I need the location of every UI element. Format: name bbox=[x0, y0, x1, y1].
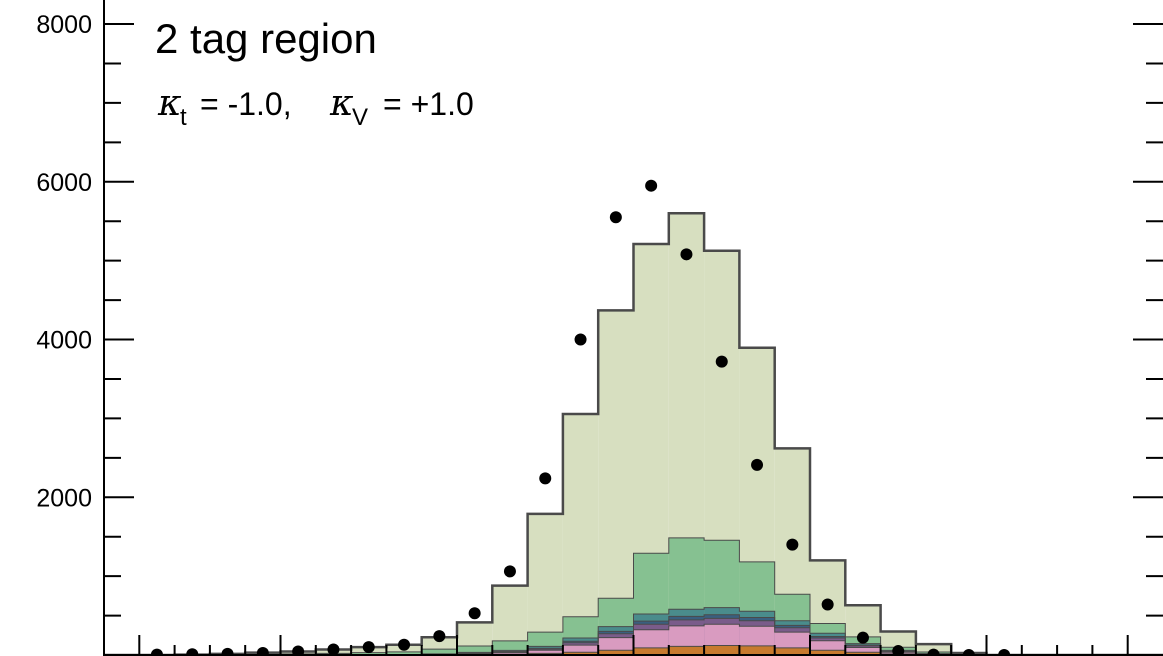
data-point-12 bbox=[574, 333, 587, 346]
data-point-21 bbox=[892, 645, 905, 656]
data-point-15 bbox=[680, 248, 693, 261]
data-point-11 bbox=[539, 472, 552, 485]
data-point-8 bbox=[433, 630, 446, 643]
ticks bbox=[104, 23, 1163, 656]
kappa-v-value: = +1.0 bbox=[383, 86, 474, 122]
data-point-6 bbox=[362, 641, 375, 654]
data-point-2 bbox=[221, 647, 234, 656]
data-point-4 bbox=[292, 645, 305, 656]
stack-0-bin-13 bbox=[562, 652, 599, 655]
tick-labels: 2000 4000 6000 8000 bbox=[36, 11, 92, 512]
data-point-17 bbox=[751, 458, 764, 471]
stack-0-bin-14 bbox=[598, 650, 634, 655]
chart-title: 2 tag region bbox=[155, 15, 377, 62]
stack-5-bin-9 bbox=[421, 649, 457, 655]
data-point-3 bbox=[256, 647, 269, 656]
stack-6-bin-12 bbox=[527, 513, 563, 655]
kappa-t-value: = -1.0, bbox=[200, 86, 292, 122]
stack-0-bin-19 bbox=[774, 647, 810, 655]
stack-0-bin-17 bbox=[704, 645, 740, 655]
stack-outline-5 bbox=[104, 537, 1163, 656]
data-point-5 bbox=[327, 643, 340, 656]
stack-6-bin-13 bbox=[562, 414, 599, 655]
stack-5-bin-7 bbox=[351, 652, 387, 655]
kappa-t-symbol: κ bbox=[157, 83, 182, 124]
stack-0-bin-15 bbox=[633, 647, 669, 655]
data-point-9 bbox=[468, 607, 481, 620]
stacked-histogram bbox=[174, 213, 987, 656]
kappa-t-subscript: t bbox=[180, 104, 187, 131]
y-tick-label-2000: 2000 bbox=[36, 484, 92, 512]
kappa-v-symbol: κ bbox=[329, 83, 354, 124]
stack-1-bin-13 bbox=[562, 645, 599, 655]
data-point-16 bbox=[715, 355, 728, 368]
data-point-20 bbox=[856, 631, 869, 644]
y-tick-label-8000: 8000 bbox=[36, 11, 92, 39]
data-point-18 bbox=[786, 538, 799, 551]
stack-5-bin-8 bbox=[386, 651, 422, 655]
stack-0-bin-20 bbox=[810, 650, 846, 655]
data-point-13 bbox=[609, 211, 622, 224]
data-point-10 bbox=[503, 565, 516, 578]
stack-0-bin-18 bbox=[739, 645, 775, 655]
stack-0-bin-21 bbox=[845, 652, 881, 655]
data-points bbox=[150, 179, 1011, 656]
stack-0-bin-16 bbox=[668, 646, 705, 655]
data-point-19 bbox=[821, 598, 834, 611]
y-tick-label-4000: 4000 bbox=[36, 327, 92, 355]
stack-1-bin-21 bbox=[845, 647, 881, 655]
data-point-14 bbox=[645, 179, 658, 192]
data-point-7 bbox=[398, 638, 411, 651]
kappa-annotation: κ t = -1.0, κ V = +1.0 bbox=[157, 83, 474, 131]
stack-1-bin-12 bbox=[527, 650, 563, 655]
stack-5-bin-10 bbox=[457, 646, 493, 655]
kappa-v-subscript: V bbox=[352, 104, 368, 131]
stack-6-bin-14 bbox=[598, 310, 634, 655]
y-tick-label-6000: 6000 bbox=[36, 169, 92, 197]
